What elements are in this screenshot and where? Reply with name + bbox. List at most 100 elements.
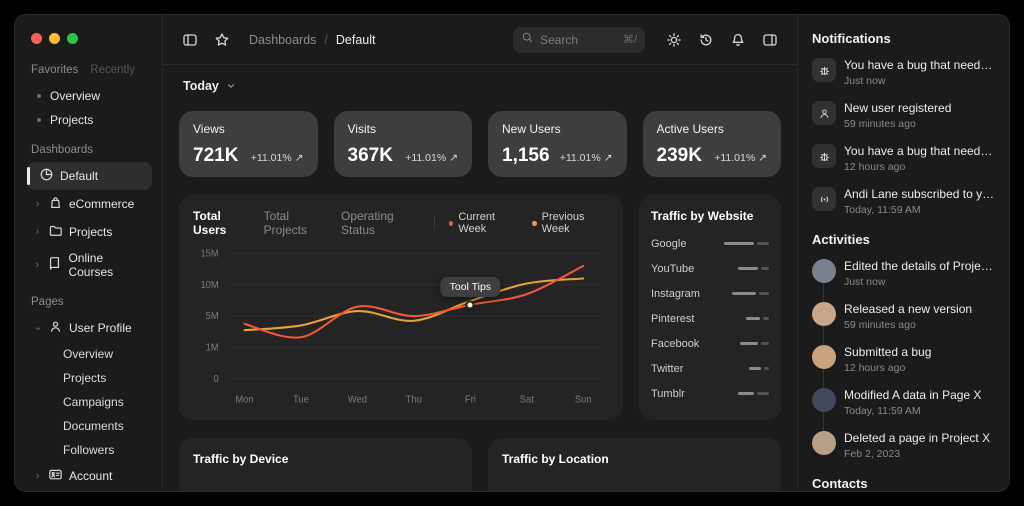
svg-text:Sun: Sun — [575, 394, 592, 405]
svg-text:Sat: Sat — [520, 394, 534, 405]
sidebar-item-ecommerce[interactable]: › eCommerce — [27, 190, 152, 218]
stat-delta: +11.01% ↗ — [714, 152, 767, 164]
svg-text:15M: 15M — [200, 248, 218, 259]
sidebar-subitem-followers[interactable]: Followers — [63, 443, 115, 457]
bug-icon — [812, 144, 836, 168]
sidebar-toggle-icon[interactable] — [177, 27, 203, 53]
legend-dot — [532, 220, 537, 226]
trend-up-icon: ↗ — [294, 152, 304, 164]
search-input[interactable] — [540, 32, 617, 47]
svg-text:Wed: Wed — [348, 394, 367, 405]
avatar — [812, 302, 836, 326]
bottom-cards-row: Traffic by Device Traffic by Location — [179, 438, 781, 491]
bug-icon — [812, 58, 836, 82]
window-controls — [31, 33, 152, 44]
activities-section: Activities Edited the details of Project… — [812, 232, 995, 460]
breadcrumb-dashboards[interactable]: Dashboards — [249, 32, 317, 47]
sidebar-section-pages: Pages — [31, 296, 64, 308]
svg-text:0: 0 — [214, 374, 219, 385]
svg-text:10M: 10M — [200, 280, 218, 291]
chart-point-marker — [465, 300, 475, 310]
notification-item[interactable]: You have a bug that needs t... Just now — [812, 58, 995, 87]
chart-legend: Current Week Previous Week — [449, 211, 609, 235]
notification-item[interactable]: You have a bug that needs t... 12 hours … — [812, 144, 995, 173]
activity-item[interactable]: Submitted a bug 12 hours ago — [812, 345, 995, 374]
total-users-chart-card: Total Users Total Projects Operating Sta… — [179, 195, 623, 420]
history-icon[interactable] — [693, 27, 719, 53]
sidebar-subitem-overview[interactable]: Overview — [63, 347, 114, 361]
site-row-tumblr: Tumblr — [651, 381, 769, 406]
top-bar: Dashboards / Default ⌘/ — [163, 15, 797, 65]
traffic-bar — [746, 317, 769, 320]
sidebar-item-overview[interactable]: Overview — [27, 84, 152, 108]
chevron-right-icon: › — [35, 225, 40, 238]
sidebar-subitem-campaigns[interactable]: Campaigns — [63, 395, 124, 409]
notification-item[interactable]: Andi Lane subscribed to you Today, 11:59… — [812, 187, 995, 216]
bell-icon[interactable] — [725, 27, 751, 53]
traffic-by-device-card: Traffic by Device — [179, 438, 472, 491]
activities-timeline: Edited the details of Project X Just now… — [812, 259, 995, 460]
stat-card-new-users: New Users 1,156 +11.01% ↗ — [488, 111, 627, 177]
traffic-bar — [740, 342, 769, 345]
activity-item[interactable]: Released a new version 59 minutes ago — [812, 302, 995, 331]
avatar — [812, 431, 836, 455]
svg-text:Fri: Fri — [465, 394, 476, 405]
svg-text:Mon: Mon — [235, 394, 253, 405]
chevron-right-icon: › — [35, 197, 40, 210]
right-panel-toggle-icon[interactable] — [757, 27, 783, 53]
zoom-window-button[interactable] — [67, 33, 78, 44]
breadcrumb-current-page[interactable]: Default — [335, 32, 376, 47]
site-row-pinterest: Pinterest — [651, 306, 769, 331]
line-chart: 15M 10M 5M 1M 0 Mon Tue Wed Thu Fri Sat Sun Tool Ti… — [193, 243, 609, 410]
minimize-window-button[interactable] — [49, 33, 60, 44]
broadcast-icon — [812, 187, 836, 211]
dashboard-content: Today Views 721K +11.01% ↗ Visits 367K +1… — [163, 65, 797, 491]
sidebar-item-default[interactable]: Default — [27, 162, 152, 190]
tab-recently[interactable]: Recently — [90, 64, 136, 76]
legend-previous-week[interactable]: Previous Week — [532, 211, 605, 235]
site-row-google: Google — [651, 231, 769, 256]
tab-operating-status[interactable]: Operating Status — [340, 209, 394, 237]
svg-text:Thu: Thu — [406, 394, 422, 405]
stat-card-views: Views 721K +11.01% ↗ — [179, 111, 318, 177]
activity-item[interactable]: Modified A data in Page X Today, 11:59 A… — [812, 388, 995, 417]
activity-item[interactable]: Edited the details of Project X Just now — [812, 259, 995, 288]
site-row-twitter: Twitter — [651, 356, 769, 381]
sidebar-subitem-projects[interactable]: Projects — [63, 371, 107, 385]
sidebar-subitem-documents[interactable]: Documents — [63, 419, 124, 433]
stat-delta: +11.01% ↗ — [250, 152, 304, 164]
avatar — [812, 259, 836, 283]
stat-value: 721K — [193, 145, 239, 166]
tab-total-users[interactable]: Total Users — [193, 209, 227, 237]
bullet-icon — [37, 94, 41, 98]
traffic-bar — [732, 292, 769, 295]
close-window-button[interactable] — [31, 33, 42, 44]
brand-logo[interactable]: Ai Maas — [27, 490, 152, 491]
book-icon — [47, 256, 62, 274]
tab-total-projects[interactable]: Total Projects — [263, 209, 308, 237]
legend-current-week[interactable]: Current Week — [449, 211, 516, 235]
sidebar-item-projects[interactable]: Projects — [27, 108, 152, 132]
trend-up-icon: ↗ — [603, 152, 613, 164]
tab-favorites[interactable]: Favorites — [31, 64, 79, 76]
traffic-by-location-card: Traffic by Location — [488, 438, 781, 491]
search-box[interactable]: ⌘/ — [513, 26, 645, 53]
star-icon[interactable] — [209, 27, 235, 53]
period-dropdown[interactable]: Today — [179, 79, 781, 93]
shopping-bag-icon — [48, 195, 63, 213]
theme-sun-icon[interactable] — [661, 27, 687, 53]
chevron-right-icon: › — [35, 258, 40, 271]
notification-item[interactable]: New user registered 59 minutes ago — [812, 101, 995, 130]
sidebar-item-user-profile[interactable]: › User Profile — [32, 321, 132, 335]
activity-item[interactable]: Deleted a page in Project X Feb 2, 2023 — [812, 431, 995, 460]
search-icon — [521, 31, 534, 49]
sidebar-item-online-courses[interactable]: › Online Courses — [27, 246, 152, 284]
sidebar-item-dash-projects[interactable]: › Projects — [27, 218, 152, 246]
right-panel: Notifications You have a bug that needs … — [797, 15, 1009, 491]
traffic-by-website-card: Traffic by Website Google YouTube Instag… — [639, 195, 781, 420]
trend-up-icon: ↗ — [449, 152, 458, 164]
chevron-right-icon: › — [35, 469, 40, 482]
stats-row: Views 721K +11.01% ↗ Visits 367K +11.01% ↗… — [179, 111, 781, 177]
sidebar-item-account[interactable]: › Account — [27, 462, 152, 490]
left-sidebar: Favorites Recently Overview Projects Das… — [15, 15, 163, 491]
